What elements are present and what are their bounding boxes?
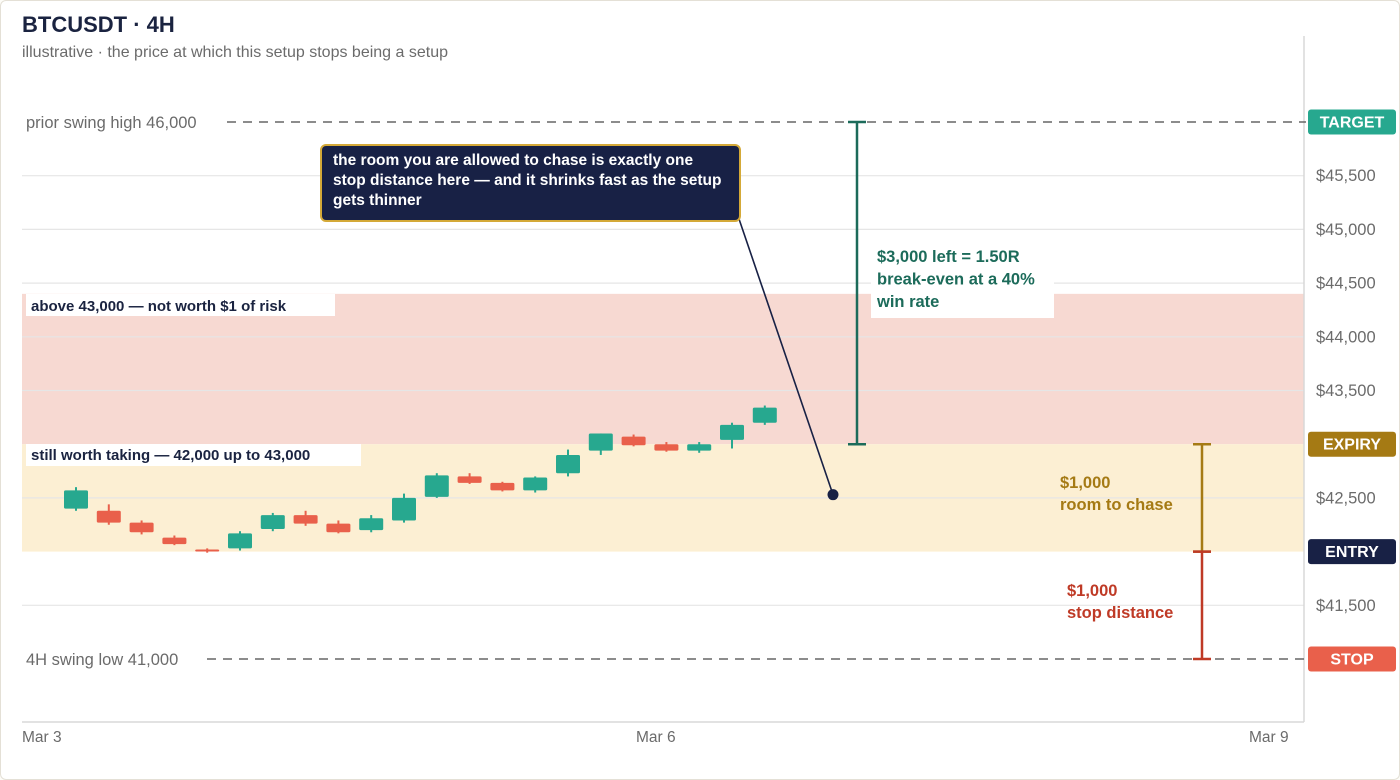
pointer-dot <box>827 489 839 501</box>
y-tick-label: $45,500 <box>1316 167 1376 185</box>
candle-body <box>64 490 88 509</box>
stop-level-label: 4H swing low 41,000 <box>26 651 178 669</box>
level-tag-label: EXPIRY <box>1323 437 1381 454</box>
callout-pointer <box>737 215 834 495</box>
target-level-label: prior swing high 46,000 <box>26 114 197 132</box>
y-tick-label: $45,000 <box>1316 221 1376 239</box>
risk-zone-label: above 43,000 — not worth $1 of risk <box>31 298 287 315</box>
chart-subtitle: illustrative · the price at which this s… <box>22 44 448 61</box>
candle-body <box>195 549 220 552</box>
stop-note-line: $1,000 <box>1067 582 1117 600</box>
candle-body <box>260 515 285 530</box>
x-tick-label: Mar 3 <box>22 729 62 746</box>
level-tag-target <box>1308 109 1396 135</box>
candle-body <box>720 424 744 440</box>
level-tag-label: TARGET <box>1320 115 1385 132</box>
y-tick-label: $43,500 <box>1316 382 1376 400</box>
candle-body <box>359 518 384 531</box>
stop-note-line: stop distance <box>1067 604 1173 622</box>
candle-body <box>96 510 121 523</box>
callout-box: the room you are allowed to chase is exa… <box>320 144 741 222</box>
y-tick-label: $41,500 <box>1316 597 1376 615</box>
y-tick-label: $44,000 <box>1316 328 1376 346</box>
risk-zone-label-bg <box>26 294 335 316</box>
reward-note-line: $3,000 left = 1.50R <box>877 248 1020 266</box>
level-tag-stop <box>1308 646 1396 672</box>
candle-body <box>556 454 580 474</box>
reward-note-line: win rate <box>876 293 939 311</box>
candle-body <box>654 444 679 451</box>
level-tag-label: ENTRY <box>1325 544 1379 561</box>
chase-note-line: room to chase <box>1060 496 1173 514</box>
candle-body <box>392 497 416 521</box>
level-tag-entry <box>1308 539 1396 565</box>
level-tag-expiry <box>1308 431 1396 457</box>
y-tick-label: $42,500 <box>1316 489 1376 507</box>
chase-note-line: $1,000 <box>1060 474 1110 492</box>
candle-body <box>687 444 712 451</box>
level-tag-label: STOP <box>1330 652 1374 669</box>
risk-zone <box>22 293 1304 445</box>
reward-note-line: break-even at a 40% <box>877 271 1035 289</box>
candle-body <box>490 482 515 491</box>
candle-body <box>293 515 318 524</box>
candle-body <box>326 523 351 533</box>
chase-zone-label-bg <box>26 444 361 466</box>
candle-body <box>228 533 252 549</box>
y-tick-label: $44,500 <box>1316 275 1376 293</box>
candle-body <box>129 522 154 533</box>
candle-body <box>424 475 449 497</box>
x-tick-label: Mar 6 <box>636 729 676 746</box>
chase-zone-label: still worth taking — 42,000 up to 43,000 <box>31 447 310 464</box>
chart-title: BTCUSDT · 4H <box>22 12 175 37</box>
candle-body <box>621 436 646 446</box>
candle-body <box>162 537 187 545</box>
candle-body <box>457 476 482 483</box>
candle-body <box>523 477 548 491</box>
candle-body <box>588 433 613 451</box>
candle-body <box>752 407 777 423</box>
reward-note-bg <box>871 240 1054 318</box>
x-tick-label: Mar 9 <box>1249 729 1289 746</box>
